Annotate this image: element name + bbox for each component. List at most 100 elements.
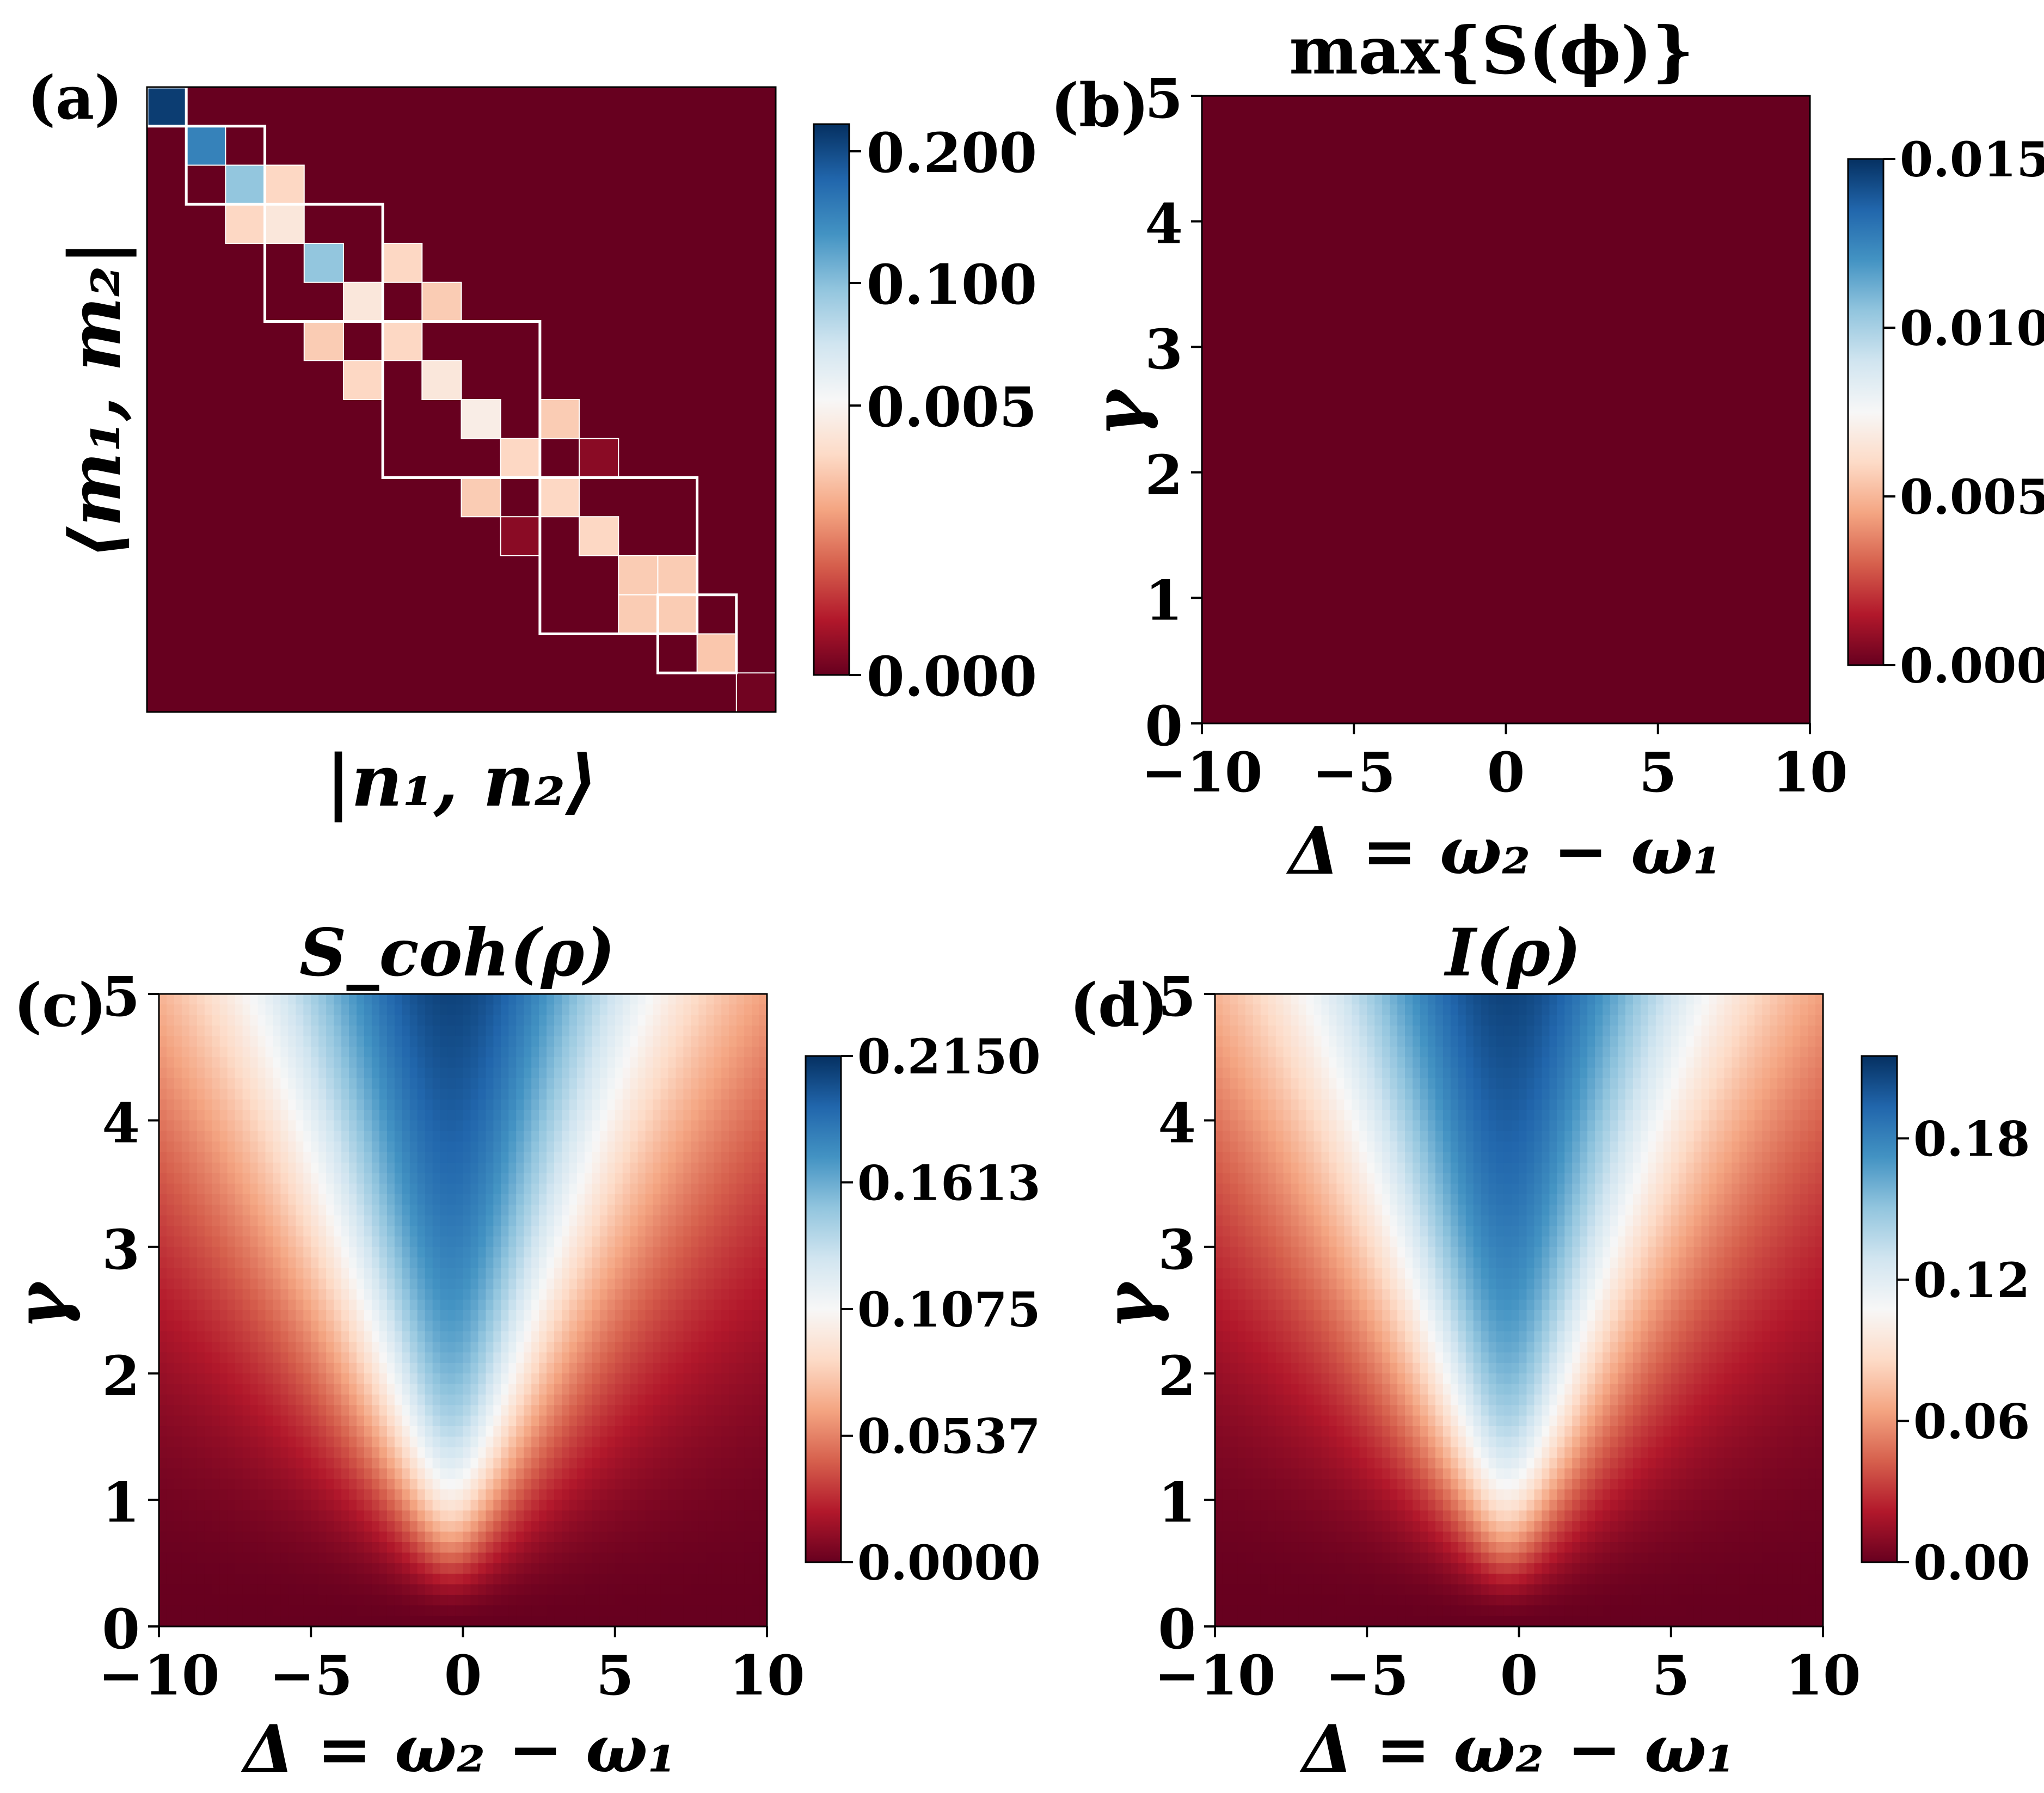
field-cell (250, 1078, 259, 1090)
field-cell (326, 1531, 334, 1543)
field-cell (691, 1405, 699, 1416)
field-cell (440, 1236, 449, 1248)
field-cell (417, 1183, 426, 1195)
field-cell (227, 1331, 236, 1342)
field-cell (364, 1268, 372, 1279)
field-cell (204, 1162, 213, 1174)
field-cell (691, 1362, 699, 1374)
field-cell (242, 1594, 251, 1606)
field-cell (470, 1563, 479, 1574)
field-cell (637, 1067, 646, 1079)
field-cell (698, 1226, 707, 1237)
field-cell (478, 1321, 487, 1332)
field-cell (386, 1004, 395, 1016)
field-cell (341, 1046, 349, 1058)
field-cell (584, 1321, 593, 1332)
field-cell (706, 1478, 715, 1490)
field-cell (547, 1584, 555, 1595)
field-cell (660, 1415, 669, 1427)
field-cell (174, 1110, 182, 1121)
field-cell (174, 1362, 182, 1374)
field-cell (653, 1036, 661, 1047)
field-cell (676, 1574, 684, 1585)
field-cell (615, 1552, 623, 1564)
field-cell (409, 1584, 418, 1595)
field-cell (622, 1563, 631, 1574)
field-cell (539, 1362, 547, 1374)
field-cell (470, 1110, 479, 1121)
field-cell (493, 1036, 502, 1047)
field-cell (242, 1226, 251, 1237)
field-cell (273, 1616, 281, 1627)
field-cell (554, 1099, 562, 1110)
field-cell (706, 1078, 715, 1090)
field-cell (197, 1605, 205, 1617)
field-cell (334, 1415, 342, 1427)
field-cell (615, 1436, 623, 1448)
field-cell (280, 1478, 289, 1490)
field-cell (493, 1447, 502, 1458)
field-cell (752, 1162, 760, 1174)
field-cell (508, 1594, 517, 1606)
field-cell (159, 1468, 167, 1479)
field-cell (463, 1236, 471, 1248)
field-cell (592, 1405, 600, 1416)
field-cell (736, 1468, 745, 1479)
field-cell (531, 1384, 539, 1395)
field-cell (493, 1067, 502, 1079)
field-cell (547, 1531, 555, 1543)
field-cell (227, 1089, 236, 1100)
field-cell (630, 1131, 639, 1142)
field-cell (265, 1131, 274, 1142)
field-cell (592, 1046, 600, 1058)
field-cell (493, 1099, 502, 1110)
field-cell (599, 1215, 608, 1226)
field-cell (683, 1616, 692, 1627)
field-cell (288, 1036, 297, 1047)
field-cell (204, 1489, 213, 1501)
field-cell (440, 1394, 449, 1406)
field-cell (455, 1321, 464, 1332)
field-cell (432, 1542, 441, 1553)
field-cell (759, 1194, 768, 1206)
field-cell (576, 1478, 585, 1490)
field-cell (516, 1110, 524, 1121)
field-cell (584, 1594, 593, 1606)
field-cell (653, 1131, 661, 1142)
field-cell (691, 1089, 699, 1100)
field-cell (607, 1141, 616, 1153)
field-cell (197, 1458, 205, 1469)
field-cell (265, 1067, 274, 1079)
field-cell (379, 1015, 388, 1026)
field-cell (189, 1078, 198, 1090)
field-cell (326, 1067, 334, 1079)
field-cell (592, 994, 600, 1005)
field-cell (280, 1246, 289, 1258)
field-cell (181, 1542, 190, 1553)
field-cell (402, 1110, 410, 1121)
field-cell (265, 1331, 274, 1342)
field-cell (318, 1362, 327, 1374)
field-cell (227, 1310, 236, 1322)
field-cell (668, 1268, 677, 1279)
field-cell (478, 1099, 487, 1110)
field-cell (706, 1089, 715, 1100)
field-cell (371, 1299, 380, 1311)
field-cell (242, 994, 251, 1005)
field-cell (280, 1004, 289, 1016)
field-cell (516, 1531, 524, 1543)
field-cell (463, 1268, 471, 1279)
field-cell (576, 1342, 585, 1353)
field-cell (744, 1342, 752, 1353)
field-cell (166, 1057, 175, 1069)
field-cell (181, 1415, 190, 1427)
field-cell (417, 1004, 426, 1016)
field-cell (706, 1236, 715, 1248)
field-cell (470, 1584, 479, 1595)
field-cell (250, 1384, 259, 1395)
field-cell (447, 1110, 456, 1121)
field-cell (531, 1500, 539, 1511)
field-cell (250, 1067, 259, 1079)
field-cell (714, 1289, 722, 1300)
field-cell (736, 1426, 745, 1438)
